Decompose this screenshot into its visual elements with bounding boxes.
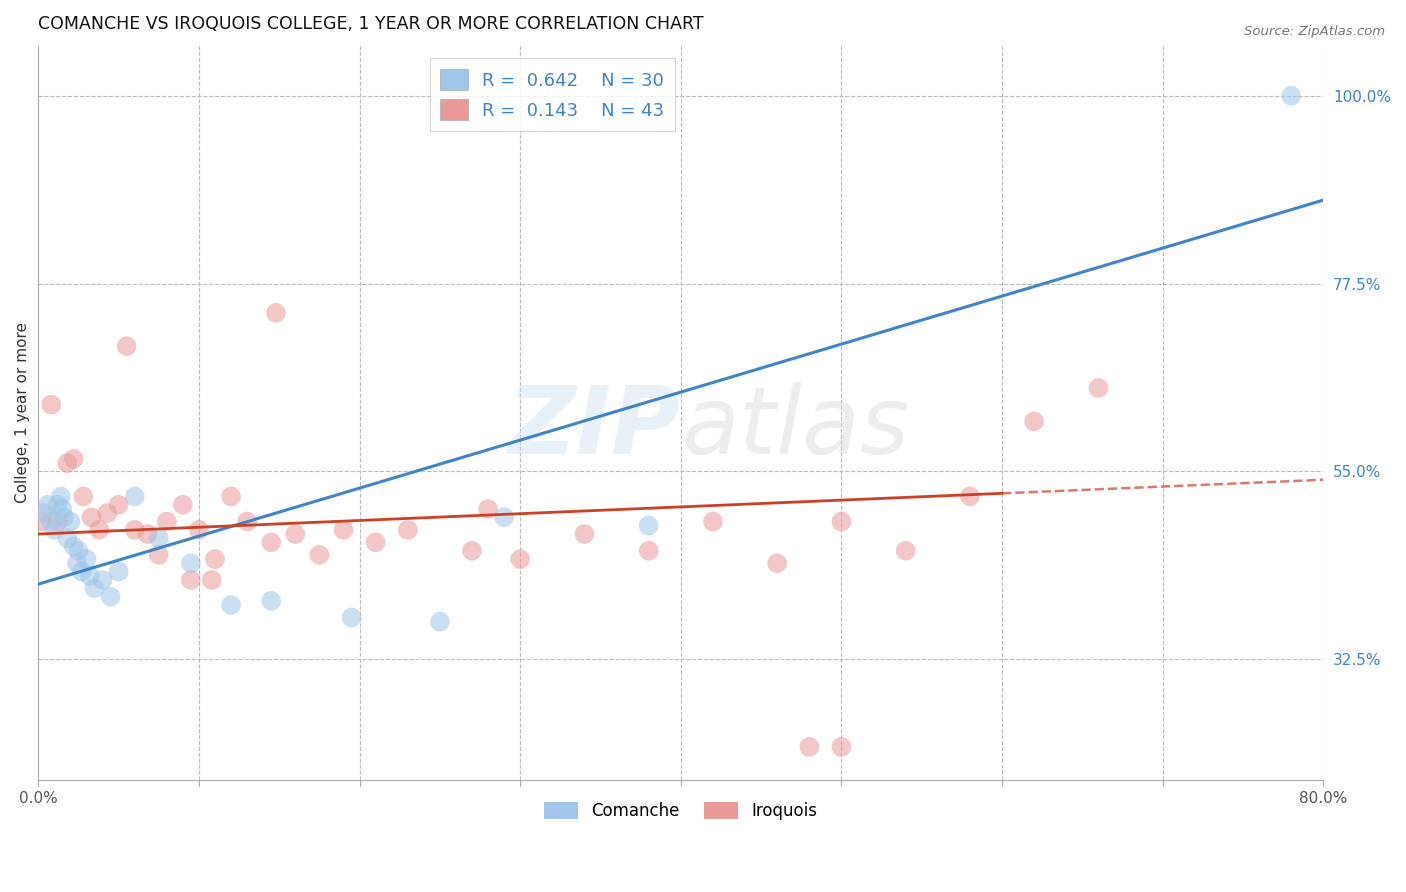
Point xyxy=(70,565,93,579)
Point xyxy=(894,543,917,558)
Point xyxy=(67,543,90,558)
Point xyxy=(148,548,170,562)
Point xyxy=(100,590,122,604)
Point xyxy=(107,565,129,579)
Point xyxy=(637,518,659,533)
Point xyxy=(332,523,354,537)
Point xyxy=(509,552,531,566)
Point xyxy=(79,568,101,582)
Point xyxy=(172,498,194,512)
Point xyxy=(461,543,484,558)
Point xyxy=(80,510,103,524)
Point xyxy=(799,739,821,754)
Point xyxy=(51,502,73,516)
Point xyxy=(148,531,170,545)
Point xyxy=(136,527,159,541)
Point xyxy=(49,490,72,504)
Point xyxy=(959,490,981,504)
Point xyxy=(180,573,202,587)
Point xyxy=(56,456,79,470)
Point xyxy=(340,610,363,624)
Point xyxy=(72,490,94,504)
Point xyxy=(219,598,242,612)
Point xyxy=(39,398,62,412)
Point xyxy=(66,556,89,570)
Point xyxy=(76,552,98,566)
Text: COMANCHE VS IROQUOIS COLLEGE, 1 YEAR OR MORE CORRELATION CHART: COMANCHE VS IROQUOIS COLLEGE, 1 YEAR OR … xyxy=(38,15,704,33)
Point xyxy=(494,510,516,524)
Point xyxy=(53,510,76,524)
Point xyxy=(107,498,129,512)
Point xyxy=(188,523,211,537)
Point xyxy=(180,556,202,570)
Point xyxy=(46,515,69,529)
Point xyxy=(115,339,138,353)
Point xyxy=(574,527,596,541)
Point xyxy=(201,573,224,587)
Point xyxy=(59,515,82,529)
Point xyxy=(830,739,852,754)
Point xyxy=(396,523,419,537)
Point xyxy=(308,548,330,562)
Point xyxy=(96,506,118,520)
Point xyxy=(219,490,242,504)
Point xyxy=(91,573,114,587)
Point xyxy=(1279,88,1302,103)
Point xyxy=(702,515,724,529)
Point xyxy=(264,306,287,320)
Point xyxy=(62,540,84,554)
Point xyxy=(62,451,84,466)
Text: ZIP: ZIP xyxy=(508,382,681,474)
Point xyxy=(1087,381,1109,395)
Text: Source: ZipAtlas.com: Source: ZipAtlas.com xyxy=(1244,25,1385,38)
Point xyxy=(56,531,79,545)
Point xyxy=(260,594,283,608)
Point xyxy=(1024,414,1046,428)
Point xyxy=(37,498,59,512)
Point xyxy=(766,556,789,570)
Point xyxy=(364,535,387,549)
Point xyxy=(830,515,852,529)
Point xyxy=(46,498,69,512)
Point xyxy=(477,502,499,516)
Text: atlas: atlas xyxy=(681,382,910,473)
Point xyxy=(204,552,226,566)
Point xyxy=(31,515,53,529)
Point xyxy=(124,490,146,504)
Point xyxy=(637,543,659,558)
Y-axis label: College, 1 year or more: College, 1 year or more xyxy=(15,323,30,503)
Legend: Comanche, Iroquois: Comanche, Iroquois xyxy=(537,796,824,827)
Point xyxy=(236,515,259,529)
Point xyxy=(44,523,66,537)
Point xyxy=(32,506,55,520)
Point xyxy=(89,523,111,537)
Point xyxy=(284,527,307,541)
Point xyxy=(124,523,146,537)
Point xyxy=(39,515,62,529)
Point xyxy=(260,535,283,549)
Point xyxy=(429,615,451,629)
Point xyxy=(83,582,105,596)
Point xyxy=(156,515,179,529)
